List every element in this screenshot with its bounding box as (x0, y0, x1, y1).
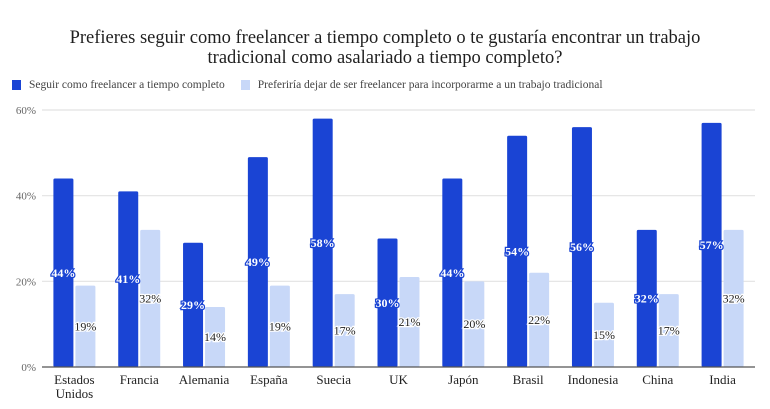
bar-trabajo-tradicional (464, 281, 485, 367)
data-label: 19% (74, 319, 96, 333)
bar-seguir-freelancer (636, 229, 657, 367)
chart-title: Prefieres seguir como freelancer a tiemp… (0, 28, 770, 68)
x-tick-label: España (250, 372, 288, 387)
bar-seguir-freelancer (183, 242, 204, 367)
legend: Seguir como freelancer a tiempo completo… (12, 77, 619, 93)
x-tick-label: Brasil (513, 372, 544, 387)
data-label: 32% (139, 291, 161, 305)
data-label: 44% (51, 266, 75, 280)
bar-seguir-freelancer (442, 178, 463, 367)
y-tick-label: 40% (16, 191, 36, 203)
bar-trabajo-tradicional (334, 294, 355, 367)
bar-seguir-freelancer (118, 191, 139, 367)
x-tick-label: Japón (448, 372, 479, 387)
data-label: 41% (116, 272, 140, 286)
bar-seguir-freelancer (571, 127, 592, 367)
x-tick-label: Unidos (56, 386, 94, 401)
data-label: 49% (246, 255, 270, 269)
data-label: 17% (334, 324, 356, 338)
data-label: 22% (528, 313, 550, 327)
x-tick-label: Estados (54, 372, 94, 387)
data-label: 54% (505, 244, 529, 258)
legend-item-series-1[interactable]: Seguir como freelancer a tiempo completo (12, 79, 225, 91)
bar-seguir-freelancer (312, 118, 333, 367)
x-tick-label: Indonesia (568, 372, 619, 387)
bar-trabajo-tradicional (593, 302, 614, 367)
data-label: 21% (399, 315, 421, 329)
chart-title-line-2: tradicional como asalariado a tiempo com… (207, 48, 563, 68)
data-label: 58% (311, 236, 335, 250)
data-label: 29% (181, 298, 205, 312)
bar-trabajo-tradicional (658, 294, 679, 367)
legend-swatch-series-2 (240, 80, 250, 90)
bar-seguir-freelancer (507, 135, 528, 367)
chart-title-line-1: Prefieres seguir como freelancer a tiemp… (69, 28, 701, 48)
legend-label-series-1: Seguir como freelancer a tiempo completo (29, 79, 225, 91)
bar-seguir-freelancer (247, 157, 268, 367)
bar-seguir-freelancer (377, 238, 398, 367)
data-label: 56% (570, 240, 594, 254)
y-tick-label: 0% (21, 362, 36, 374)
data-label: 20% (463, 317, 485, 331)
x-tick-label: Alemania (179, 372, 230, 387)
x-tick-label: Francia (120, 372, 159, 387)
y-tick-label: 20% (16, 276, 36, 288)
data-label: 15% (593, 328, 615, 342)
legend-swatch-series-1 (12, 80, 21, 90)
data-label: 30% (376, 296, 400, 310)
bar-trabajo-tradicional (723, 229, 744, 367)
bar-trabajo-tradicional (75, 285, 96, 367)
y-tick-label: 60% (16, 105, 36, 117)
data-label: 32% (723, 291, 745, 305)
legend-label-series-2: Preferiría dejar de ser freelancer para … (257, 79, 603, 91)
x-tick-label: India (709, 372, 736, 387)
data-label: 44% (440, 266, 464, 280)
legend-item-series-2[interactable]: Preferiría dejar de ser freelancer para … (240, 79, 603, 91)
bar-trabajo-tradicional (269, 285, 290, 367)
bar-trabajo-tradicional (399, 277, 420, 367)
x-tick-label: Suecia (316, 372, 351, 387)
bar-trabajo-tradicional (205, 307, 226, 367)
bar-seguir-freelancer (701, 122, 722, 367)
bar-trabajo-tradicional (140, 229, 161, 367)
x-tick-label: UK (389, 372, 408, 387)
data-label: 19% (269, 319, 291, 333)
data-label: 17% (658, 324, 680, 338)
data-label: 32% (635, 291, 659, 305)
x-tick-label: China (642, 372, 673, 387)
data-label: 57% (700, 238, 724, 252)
bar-seguir-freelancer (53, 178, 74, 367)
bar-trabajo-tradicional (529, 272, 550, 367)
data-label: 14% (204, 330, 226, 344)
